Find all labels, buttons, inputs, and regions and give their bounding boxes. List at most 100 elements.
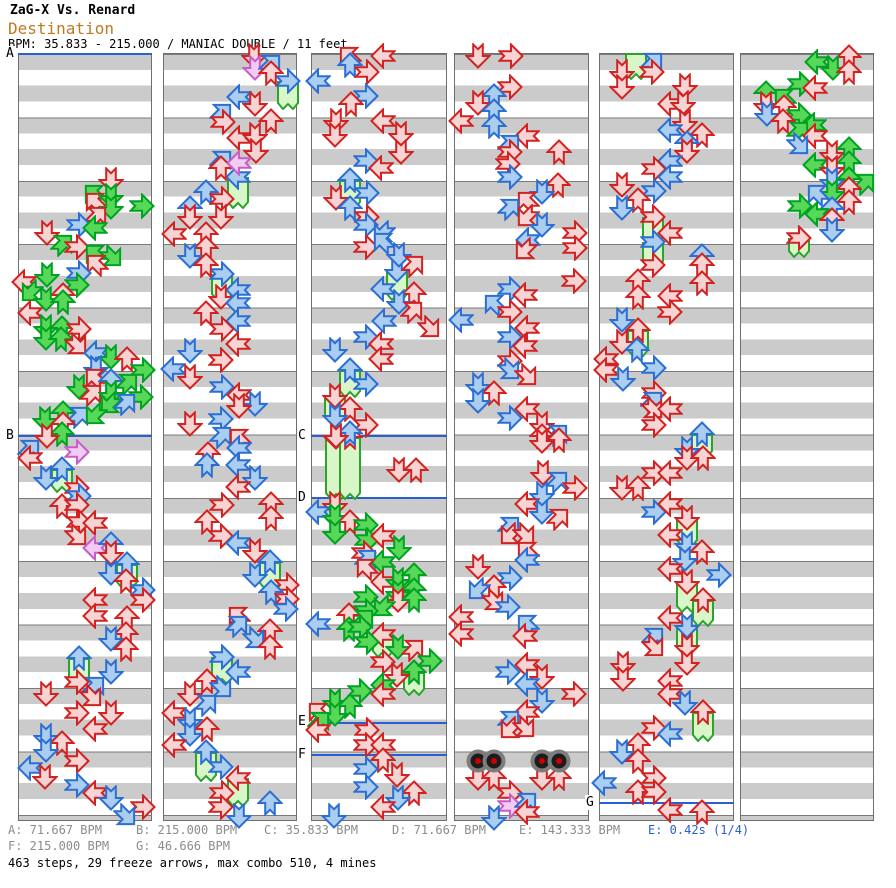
note-arrow <box>63 747 90 775</box>
note-arrow <box>322 422 350 449</box>
note-arrow <box>82 509 109 537</box>
note-arrow <box>32 736 60 763</box>
note-arrow <box>591 769 618 797</box>
song-artist-title: ZaG-X Vs. Renard <box>10 3 136 18</box>
note-arrow <box>705 561 732 589</box>
note-arrow <box>305 498 332 526</box>
note-arrow <box>82 715 109 743</box>
note-arrow <box>608 73 636 100</box>
note-arrow <box>63 668 90 696</box>
section-label-E: E <box>297 714 307 729</box>
note-arrow <box>176 410 204 437</box>
note-arrow <box>63 271 90 299</box>
note-arrow <box>802 74 829 102</box>
note-arrow <box>402 457 430 484</box>
note-arrow <box>63 438 90 466</box>
note-arrow <box>208 423 235 450</box>
mine-note <box>547 749 571 773</box>
note-arrow <box>688 799 716 826</box>
note-arrow <box>257 505 285 532</box>
note-arrow <box>208 491 235 519</box>
note-arrow <box>480 380 508 407</box>
note-arrow <box>545 139 573 166</box>
note-arrow <box>496 195 523 222</box>
note-arrow <box>225 802 253 829</box>
freeze-arrow-head <box>639 228 666 256</box>
note-arrow <box>241 561 269 588</box>
note-arrow <box>241 537 269 564</box>
note-arrow <box>640 778 667 806</box>
note-arrow <box>608 171 636 198</box>
note-arrow <box>208 373 235 401</box>
note-arrow <box>368 154 395 182</box>
note-arrow <box>346 677 373 705</box>
note-arrow <box>353 58 380 86</box>
bpm-marker-label: D: 71.667 BPM <box>392 823 486 837</box>
note-arrow <box>786 192 813 220</box>
note-arrow <box>161 699 188 727</box>
note-arrow <box>496 298 523 326</box>
note-arrow <box>608 738 636 765</box>
note-arrow <box>370 229 397 256</box>
note-arrow <box>545 427 573 454</box>
note-arrow <box>176 242 204 269</box>
note-arrow <box>97 539 125 566</box>
freeze-arrow-head <box>673 504 701 531</box>
section-label-A: A <box>5 46 15 61</box>
note-arrow <box>370 593 397 620</box>
note-arrow <box>321 518 349 545</box>
note-arrow <box>98 243 125 270</box>
note-arrow <box>63 522 90 549</box>
note-arrow <box>193 452 221 479</box>
note-arrow <box>176 363 204 390</box>
freeze-arrow-head <box>321 382 349 409</box>
note-arrow <box>528 498 556 525</box>
note-arrow <box>97 390 124 417</box>
bpm-marker-label: A: 71.667 BPM <box>8 823 102 837</box>
note-arrow <box>160 355 187 383</box>
note-arrow <box>640 177 667 205</box>
note-arrow <box>785 131 812 158</box>
freeze-arrow-head <box>673 612 701 639</box>
note-arrow <box>113 346 141 373</box>
note-arrow <box>353 179 380 207</box>
section-label-C: C <box>297 428 307 443</box>
note-arrow <box>657 116 684 144</box>
note-arrow <box>657 555 684 583</box>
note-arrow <box>352 411 379 439</box>
note-arrow <box>545 505 572 532</box>
note-arrow <box>63 771 90 799</box>
note-arrow <box>496 73 523 101</box>
note-arrow <box>370 107 397 135</box>
note-arrow <box>448 107 475 135</box>
note-arrow <box>82 602 109 630</box>
note-arrow <box>514 314 541 342</box>
note-arrow <box>514 546 541 574</box>
note-arrow <box>480 113 508 140</box>
freeze-arrow-body <box>338 437 362 501</box>
note-arrow <box>561 474 588 502</box>
section-line-D <box>311 497 447 499</box>
note-arrow <box>608 194 636 221</box>
chart-meta-line: BPM: 35.833 - 215.000 / MANIAC DOUBLE / … <box>8 37 348 51</box>
note-arrow <box>511 521 538 548</box>
bpm-marker-label: E: 0.42s (1/4) <box>648 823 750 837</box>
note-arrow <box>192 252 220 279</box>
note-arrow <box>480 765 508 792</box>
note-arrow <box>82 214 109 242</box>
note-arrow <box>225 658 252 686</box>
note-arrow <box>804 181 831 208</box>
note-arrow <box>352 731 379 759</box>
freeze-arrow-head <box>208 260 235 288</box>
note-arrow <box>448 306 475 334</box>
note-arrow <box>496 404 523 432</box>
section-line-E <box>311 722 447 724</box>
note-arrow <box>385 534 413 561</box>
note-arrow <box>256 634 284 661</box>
note-arrow <box>242 137 270 164</box>
note-arrow <box>496 163 523 191</box>
note-arrow <box>352 773 379 801</box>
note-arrow <box>305 67 332 95</box>
note-arrow <box>112 636 140 663</box>
note-arrow <box>176 680 204 707</box>
